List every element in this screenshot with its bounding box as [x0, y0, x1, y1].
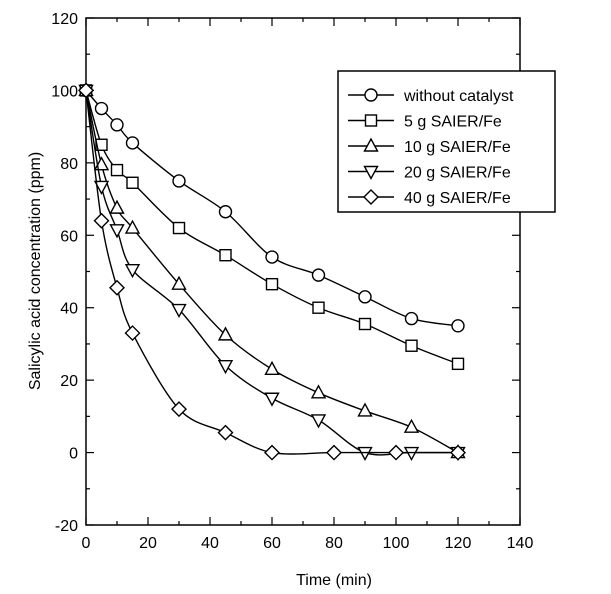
- diamond-marker: [264, 444, 280, 461]
- diamond-marker: [109, 279, 125, 296]
- y-tick-label: 100: [51, 83, 78, 100]
- triangle-up-marker: [357, 402, 373, 417]
- square-marker: [405, 339, 418, 352]
- y-tick-label: -20: [55, 518, 78, 535]
- triangle-up-marker: [217, 326, 234, 341]
- y-tick-label: 80: [60, 156, 78, 173]
- square-marker: [451, 357, 465, 371]
- diamond-marker: [326, 444, 342, 461]
- square-marker: [172, 221, 186, 235]
- x-tick-label: 60: [263, 535, 281, 552]
- y-axis-title: Salicylic acid concentration (ppm): [27, 152, 44, 390]
- triangle-down-marker: [403, 446, 420, 462]
- triangle-down-marker: [171, 303, 187, 318]
- legend-label: 20 g SAIER/Fe: [404, 165, 511, 182]
- circle-marker: [358, 290, 372, 304]
- x-axis-title: Time (min): [296, 572, 372, 589]
- diamond-marker: [217, 424, 234, 441]
- y-axis-ticks: -20 0 20 40 60 80 100 120: [51, 11, 520, 535]
- x-tick-label: 20: [139, 535, 157, 552]
- y-tick-label: 20: [60, 373, 78, 390]
- diamond-marker: [450, 444, 466, 461]
- circle-marker: [125, 136, 140, 150]
- triangle-up-marker: [124, 219, 141, 234]
- triangle-down-marker: [310, 414, 327, 429]
- legend-item: 40 g SAIER/Fe: [348, 189, 511, 207]
- diamond-marker: [124, 325, 141, 342]
- triangle-up-marker: [403, 418, 420, 433]
- square-marker: [364, 114, 378, 127]
- y-tick-label: 60: [60, 228, 78, 245]
- legend-item: 10 g SAIER/Fe: [348, 137, 511, 156]
- legend-item: without catalyst: [348, 88, 514, 105]
- circle-marker: [404, 311, 419, 326]
- triangle-down-marker: [124, 263, 141, 279]
- legend-label: without catalyst: [403, 88, 514, 105]
- triangle-up-marker: [310, 384, 327, 399]
- circle-marker: [311, 268, 326, 282]
- diamond-marker: [93, 212, 110, 229]
- triangle-up-marker: [171, 275, 187, 290]
- x-tick-label: 140: [507, 535, 534, 552]
- x-tick-label: 0: [82, 535, 91, 552]
- series-5-g-saier-fe: [79, 84, 465, 371]
- triangle-up-marker: [264, 360, 280, 375]
- triangle-up-marker: [363, 137, 379, 152]
- triangle-up-marker: [109, 199, 125, 214]
- triangle-down-marker: [93, 180, 110, 195]
- square-marker: [126, 176, 139, 189]
- x-axis-ticks: 0 20 40 60 80 100 120 140: [82, 18, 534, 552]
- square-marker: [219, 249, 232, 262]
- diamond-marker: [171, 401, 187, 418]
- legend-label: 10 g SAIER/Fe: [404, 139, 511, 156]
- legend-item: 5 g SAIER/Fe: [348, 114, 502, 131]
- legend: without catalyst 5 g SAIER/Fe 10 g SAIER/F…: [337, 70, 556, 213]
- triangle-down-marker: [264, 392, 280, 407]
- series-40-g-saier-fe: [78, 82, 466, 461]
- diamond-marker: [363, 189, 379, 205]
- square-marker: [95, 138, 108, 151]
- y-tick-label: 0: [69, 446, 78, 463]
- x-tick-label: 80: [325, 535, 343, 552]
- triangle-down-marker: [217, 359, 234, 375]
- legend-item: 20 g SAIER/Fe: [348, 165, 511, 182]
- square-marker: [265, 277, 279, 291]
- circle-marker: [451, 319, 465, 333]
- triangle-down-marker: [109, 224, 125, 239]
- x-tick-label: 40: [201, 535, 219, 552]
- series-layer: [78, 81, 466, 462]
- y-tick-label: 120: [51, 11, 78, 28]
- square-marker: [358, 317, 372, 331]
- circle-marker: [172, 174, 186, 188]
- diamond-marker: [78, 82, 94, 99]
- legend-label: 5 g SAIER/Fe: [404, 114, 502, 131]
- circle-marker: [110, 118, 124, 132]
- x-tick-label: 100: [383, 535, 410, 552]
- triangle-down-marker: [363, 165, 379, 180]
- circle-marker: [94, 101, 109, 116]
- square-marker: [110, 163, 124, 177]
- x-tick-label: 120: [445, 535, 472, 552]
- legend-label: 40 g SAIER/Fe: [404, 190, 511, 207]
- circle-marker: [265, 250, 279, 264]
- circle-marker: [364, 88, 378, 102]
- square-marker: [312, 301, 325, 314]
- diamond-marker: [388, 444, 404, 461]
- y-tick-label: 40: [60, 301, 78, 318]
- circle-marker: [218, 205, 233, 219]
- triangle-down-marker: [357, 446, 373, 462]
